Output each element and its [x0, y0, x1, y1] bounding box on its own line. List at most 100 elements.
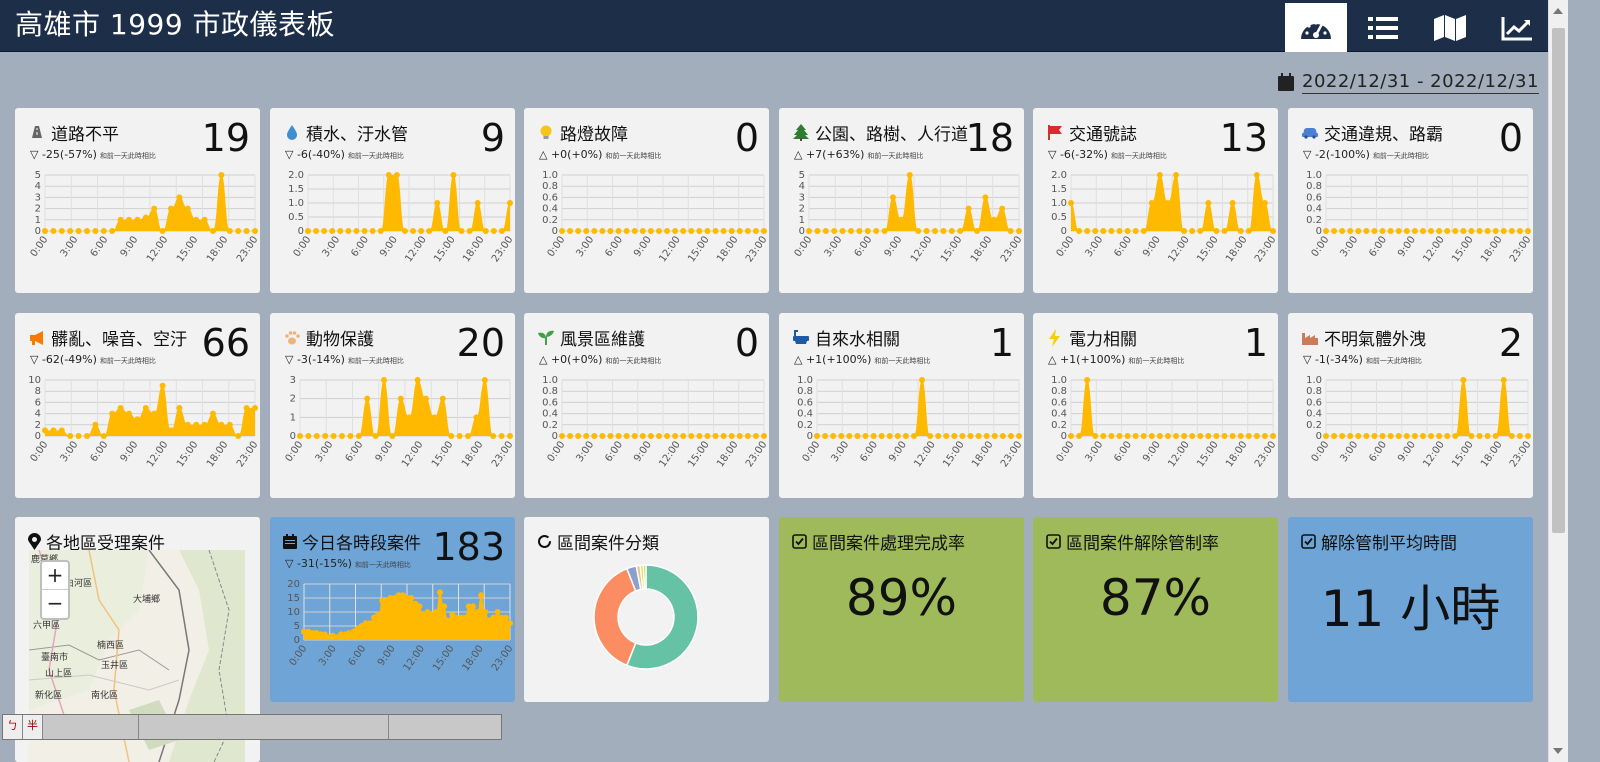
y-tick-label: 3 [799, 192, 805, 203]
check-square-icon [1046, 534, 1061, 549]
y-tick-label: 3 [290, 375, 296, 386]
category-count: 1 [1243, 321, 1268, 365]
x-tick-label: 23:00 [235, 234, 260, 264]
x-tick-label: 12:00 [1421, 439, 1447, 469]
data-point [878, 433, 885, 439]
x-tick-label: 23:00 [1253, 439, 1278, 469]
category-card[interactable]: 電力相關 1 △ +1(+100%) 和前一天此時相比 1.0 0.8 0.6 0.4 0.2 0… [1033, 313, 1278, 498]
data-point [410, 228, 417, 234]
category-card[interactable]: 公園、路樹、人行道 18 △ +7(+63%) 和前一天此時相比 5 4 3 2 1 0 0:00 3… [779, 108, 1024, 293]
data-point [134, 416, 141, 423]
series-area [45, 385, 255, 436]
scroll-thumb[interactable] [1552, 28, 1565, 533]
x-tick-label: 0:00 [1055, 439, 1077, 464]
app-title: 高雄市 1999 市政儀表板 [15, 8, 336, 41]
x-tick-label: 6:00 [89, 234, 111, 259]
data-point [607, 228, 614, 234]
data-point [478, 592, 485, 599]
category-card[interactable]: 自來水相關 1 △ +1(+100%) 和前一天此時相比 1.0 0.8 0.6 0.4 0.2… [779, 313, 1024, 498]
date-range-picker[interactable]: 2022/12/31 - 2022/12/31 [1278, 70, 1539, 94]
data-point [235, 433, 242, 439]
data-point [1253, 433, 1260, 439]
data-point [1116, 433, 1123, 439]
data-point [1500, 228, 1507, 234]
data-point [345, 228, 352, 234]
category-card[interactable]: 風景區維護 0 △ +0(+0%) 和前一天此時相比 1.0 0.8 0.6 0.4 0.2 0 0… [524, 313, 769, 498]
map-tab[interactable] [1419, 3, 1481, 52]
y-tick-label: 0.2 [1306, 215, 1322, 226]
scroll-up-icon[interactable] [1553, 8, 1563, 14]
data-point [1016, 228, 1022, 234]
kpi-card: 解除管制平均時間 11 小時 [1288, 517, 1533, 702]
x-tick-label: 12:00 [145, 439, 171, 469]
data-point [176, 194, 183, 201]
y-tick-label: 4 [35, 409, 41, 420]
data-point [1452, 433, 1459, 439]
page-scrollbar[interactable] [1548, 0, 1568, 762]
ime-mode-zhuyin[interactable]: ㄅ [3, 715, 23, 739]
x-tick-label: 6:00 [1112, 234, 1134, 259]
data-point [168, 427, 174, 434]
y-tick-label: 0.6 [797, 397, 813, 408]
data-point [321, 228, 328, 234]
data-point [252, 405, 258, 411]
data-point [498, 228, 505, 234]
y-tick-label: 0.4 [1306, 204, 1322, 215]
data-point [1468, 433, 1475, 439]
map-card-header: 各地區受理案件 [28, 529, 165, 554]
ime-mode-halfwidth[interactable]: 半 [23, 715, 43, 739]
category-card[interactable]: 交通號誌 13 ▽ -6(-32%) 和前一天此時相比 2.0 1.5 1.0 0.5 0 0:0… [1033, 108, 1278, 293]
data-point [575, 228, 582, 234]
data-point [414, 377, 421, 383]
data-point [387, 595, 394, 601]
zoom-in-button[interactable]: + [42, 562, 68, 590]
donut-slice[interactable] [593, 567, 637, 667]
list-tab[interactable] [1352, 3, 1414, 52]
x-tick-label: 12:00 [912, 439, 938, 469]
data-point [1007, 433, 1014, 439]
y-tick-label: 0.2 [1306, 420, 1322, 431]
category-card[interactable]: 道路不平 19 ▽ -25(-57%) 和前一天此時相比 5 4 3 2 1 0 0:00 3:00 6… [15, 108, 260, 293]
category-card[interactable]: 不明氣體外洩 2 ▽ -1(-34%) 和前一天此時相比 1.0 0.8 0.6 0.4 0.2… [1288, 313, 1533, 498]
data-point [1261, 200, 1268, 206]
x-tick-label: 15:00 [430, 439, 456, 469]
data-point [1323, 433, 1329, 439]
category-card[interactable]: 髒亂、噪音、空汙 66 ▽ -62(-49%) 和前一天此時相比 10 8 6 4 2 0 0:00… [15, 313, 260, 498]
x-tick-label: 3:00 [1083, 234, 1105, 259]
data-point [309, 630, 316, 636]
trend-tab[interactable] [1486, 3, 1548, 52]
zoom-out-button[interactable]: − [46, 591, 64, 615]
data-point [1387, 228, 1394, 234]
data-point [243, 405, 250, 411]
check-square-icon [1301, 534, 1316, 549]
category-card[interactable]: 交通違規、路霸 0 ▽ -2(-100%) 和前一天此時相比 1.0 0.8 0.6 0.4 0… [1288, 108, 1533, 293]
map-zoom-controls: + − [40, 560, 70, 620]
x-tick-label: 18:00 [460, 439, 486, 469]
scroll-down-icon[interactable] [1553, 748, 1563, 754]
category-share-card: 區間案件分類 [524, 517, 769, 702]
dashboard-tab[interactable] [1285, 3, 1347, 52]
data-point [752, 228, 759, 234]
kpi-card: 區間案件解除管制率 87% [1033, 517, 1278, 702]
category-card[interactable]: 積水、汙水管 9 ▽ -6(-40%) 和前一天此時相比 2.0 1.5 1.0 0.5 0 0:… [270, 108, 515, 293]
x-tick-label: 9:00 [119, 439, 141, 464]
data-point [1411, 433, 1418, 439]
data-point [599, 228, 606, 234]
kpi-title: 解除管制平均時間 [1321, 534, 1457, 554]
data-point [1395, 433, 1402, 439]
category-card[interactable]: 路燈故障 0 △ +0(+0%) 和前一天此時相比 1.0 0.8 0.6 0.4 0.2 0 0:… [524, 108, 769, 293]
ime-toolbar[interactable]: ㄅ 半 [2, 714, 502, 740]
category-card[interactable]: 動物保護 20 ▽ -3(-14%) 和前一天此時相比 3 2 1 0 0:00 3:00 6:00… [270, 313, 515, 498]
data-point [838, 433, 845, 439]
x-tick-label: 6:00 [1367, 234, 1389, 259]
data-point [1355, 228, 1362, 234]
data-point [1229, 200, 1236, 206]
donut-slice[interactable] [642, 564, 647, 590]
y-tick-label: 0.4 [1051, 409, 1067, 420]
data-point [1484, 228, 1491, 234]
data-point [313, 433, 320, 439]
data-point [1460, 228, 1467, 234]
y-tick-label: 1.0 [542, 375, 558, 386]
donut-slice[interactable] [625, 564, 699, 670]
